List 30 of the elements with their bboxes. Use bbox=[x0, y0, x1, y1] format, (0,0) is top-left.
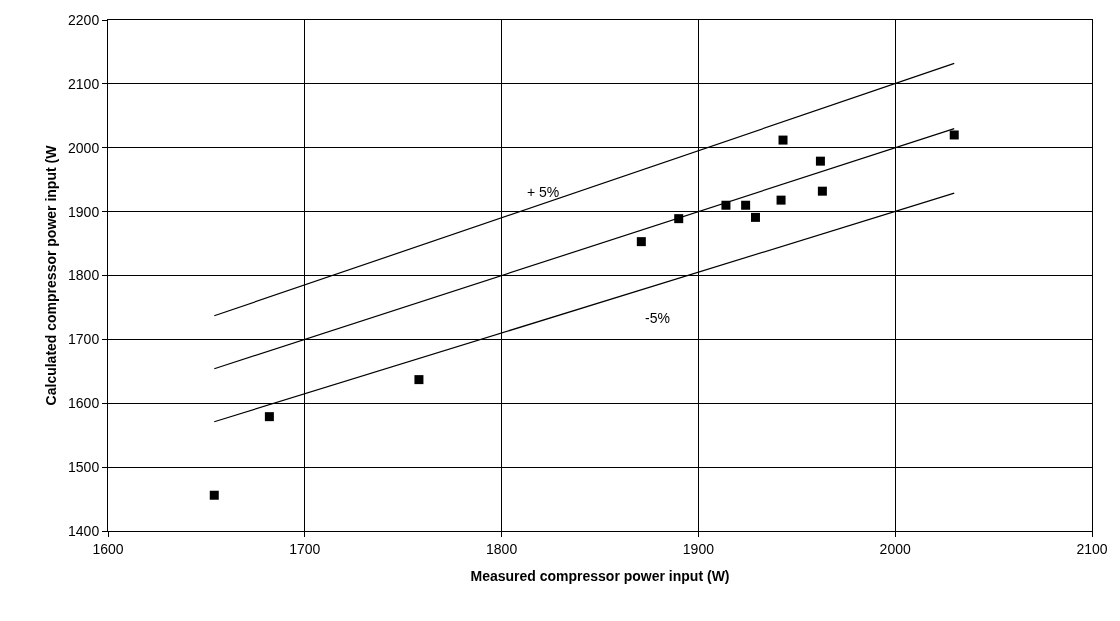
x-tick-label: 2100 bbox=[1076, 540, 1108, 557]
y-tick-label: 1600 bbox=[68, 395, 100, 412]
point bbox=[815, 156, 825, 166]
point bbox=[636, 237, 646, 247]
y-tick-label: 1700 bbox=[68, 331, 100, 348]
y-tick-label: 2100 bbox=[68, 75, 100, 92]
y-tick-label: 1500 bbox=[68, 459, 100, 476]
annotation: + 5% bbox=[527, 184, 560, 200]
point bbox=[776, 195, 786, 205]
y-tick-label: 1400 bbox=[68, 522, 100, 539]
annotation: -5% bbox=[645, 310, 670, 326]
y-axis-title: Calculated compressor power input (W bbox=[42, 144, 59, 406]
x-tick-label: 1600 bbox=[92, 540, 124, 557]
y-tick-label: 1900 bbox=[68, 203, 100, 220]
point bbox=[209, 490, 219, 500]
y-tick-label: 2000 bbox=[68, 139, 100, 156]
point bbox=[750, 212, 760, 222]
point bbox=[741, 200, 751, 210]
point bbox=[414, 375, 424, 385]
point bbox=[949, 130, 959, 140]
point bbox=[778, 135, 788, 145]
y-tick-label: 2200 bbox=[68, 11, 100, 28]
x-tick-label: 1900 bbox=[682, 540, 715, 557]
x-tick-label: 2000 bbox=[879, 540, 911, 557]
y-tick-label: 1800 bbox=[68, 267, 100, 284]
point bbox=[264, 412, 274, 422]
x-axis-title: Measured compressor power input (W) bbox=[470, 568, 730, 585]
x-tick-label: 1700 bbox=[289, 540, 321, 557]
point bbox=[817, 186, 827, 196]
x-tick-label: 1800 bbox=[486, 540, 518, 557]
